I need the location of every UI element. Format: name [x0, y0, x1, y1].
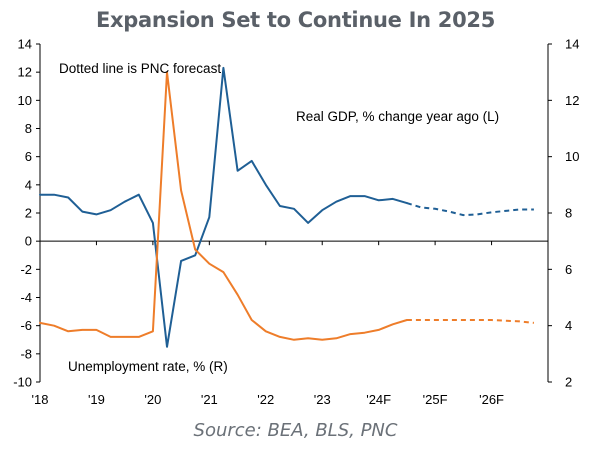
chart-source: Source: BEA, BLS, PNC — [193, 420, 398, 441]
gdp-forecast-line — [406, 202, 534, 217]
series-layer — [39, 66, 535, 348]
x-tick-label: '21 — [201, 392, 218, 407]
unemployment-forecast-line — [406, 319, 535, 324]
x-tick-label: '23 — [314, 392, 331, 407]
right-tick-label: 2 — [565, 375, 572, 390]
left-tick-label: 12 — [18, 65, 32, 80]
left-tick-label: 6 — [25, 149, 32, 164]
left-tick-label: 2 — [25, 206, 32, 221]
left-tick-label: 14 — [18, 37, 32, 52]
left-tick-label: 0 — [25, 234, 32, 249]
x-tick-label: '20 — [144, 392, 161, 407]
x-tick-label: '25F — [423, 392, 448, 407]
axes — [36, 43, 552, 383]
gdp-series-label: Real GDP, % change year ago (L) — [296, 109, 499, 124]
gdp-actual-line — [39, 66, 408, 348]
x-tick-label: '26F — [479, 392, 504, 407]
forecast-note: Dotted line is PNC forecast — [59, 61, 221, 76]
tick-labels: 14 12 10 8 6 4 2 0 -2 -4 -6 -8 -10 14 12 10 8 6 4 2 '18 '19 '2… — [13, 37, 579, 408]
unemployment-actual-line — [39, 71, 408, 341]
x-tick-label: '22 — [257, 392, 274, 407]
chart-title: Expansion Set to Continue In 2025 — [95, 8, 496, 32]
right-tick-label: 6 — [565, 262, 572, 277]
unemployment-series-label: Unemployment rate, % (R) — [68, 359, 228, 374]
left-tick-label: -10 — [13, 375, 32, 390]
left-tick-label: -4 — [20, 290, 32, 305]
left-tick-label: -2 — [20, 262, 32, 277]
right-tick-label: 8 — [565, 206, 572, 221]
left-tick-label: -8 — [20, 346, 32, 361]
right-tick-label: 12 — [565, 93, 579, 108]
left-tick-label: -6 — [20, 318, 32, 333]
left-tick-label: 4 — [25, 177, 32, 192]
x-tick-label: '18 — [32, 392, 49, 407]
x-tick-label: '24F — [366, 392, 391, 407]
x-tick-label: '19 — [88, 392, 105, 407]
right-tick-label: 14 — [565, 37, 579, 52]
right-tick-label: 4 — [565, 318, 572, 333]
right-tick-label: 10 — [565, 149, 579, 164]
left-tick-label: 8 — [25, 121, 32, 136]
left-tick-label: 10 — [18, 93, 32, 108]
